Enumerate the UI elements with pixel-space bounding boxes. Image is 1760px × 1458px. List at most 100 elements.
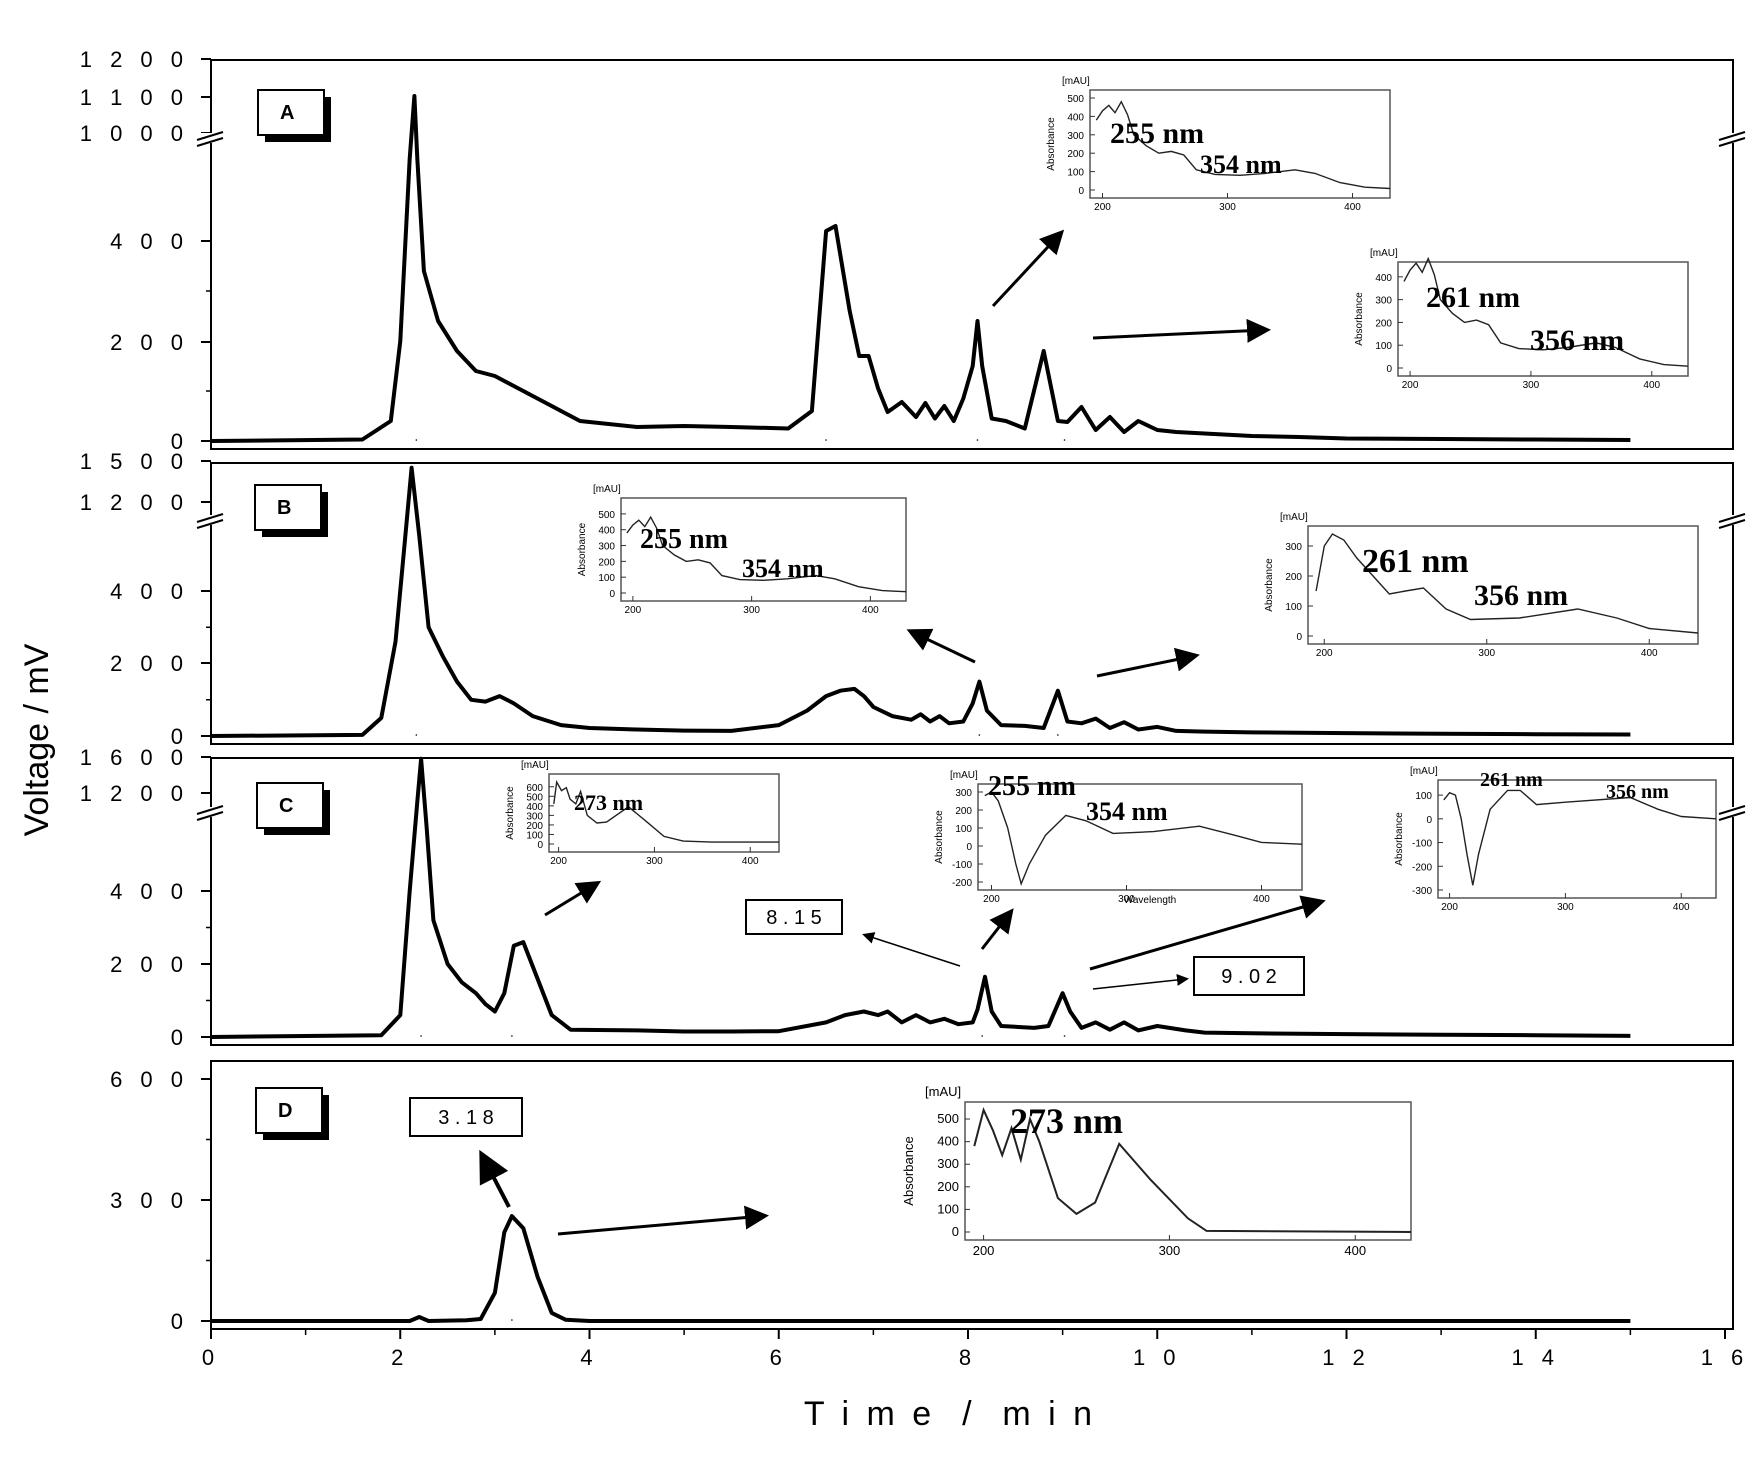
axis-break-mark	[196, 519, 224, 529]
x-axis-title: T i m e / m i n	[804, 1395, 1096, 1433]
inset-ytick-label: 100	[1375, 341, 1392, 352]
inset-ytick-label: 400	[937, 1134, 959, 1149]
y-tick-label: 4 0 0	[110, 579, 189, 604]
inset-xtick-label: 300	[1523, 380, 1540, 391]
inset-ytick-label: 100	[598, 573, 615, 584]
uv-spectrum-inset: [mAU] Absorbance 0 100 200 300 400 500 200 300 400…	[901, 1084, 1412, 1258]
inset-ytick-label: 0	[1386, 364, 1392, 375]
axis-break-gap	[1719, 133, 1747, 143]
panel-frame-D	[210, 1060, 1734, 1330]
inset-xtick-label: 400	[1673, 902, 1690, 913]
inset-xtick-label: 200	[1094, 202, 1111, 213]
panel-label-box	[255, 1087, 323, 1134]
inset-ylabel: Absorbance	[901, 1136, 916, 1205]
chromatogram-trace-D	[211, 1214, 1631, 1323]
annotation-arrow	[1092, 318, 1271, 343]
inset-ytick-label: 300	[598, 542, 615, 553]
inset-ytick-label: 500	[1067, 94, 1084, 105]
inset-ytick-label: 300	[955, 788, 972, 799]
uv-spectrum-inset: [mAU] Absorbance 0 100 200 300 200 300 400 261 nm…	[1264, 512, 1699, 659]
panel-frame-A	[210, 59, 1734, 450]
annotation-arrow	[980, 908, 1014, 950]
inset-xtick-label: 400	[1253, 894, 1270, 905]
inset-wavelength-label: 356 nm	[1530, 324, 1624, 357]
panel-label-box	[256, 782, 324, 829]
inset-wavelength-label: 354 nm	[742, 554, 824, 583]
inset-unit: [mAU]	[1062, 76, 1090, 87]
retention-time-callout: 3 . 1 8	[409, 1097, 523, 1137]
annotation-arrow	[479, 1149, 511, 1208]
axis-break-mark	[1718, 519, 1746, 529]
uv-spectrum-inset: [mAU] Absorbance 0 100 200 300 400 200 300 400 261…	[1354, 248, 1689, 391]
peak-point	[981, 1035, 983, 1037]
peak-point	[511, 1035, 513, 1037]
inset-xtick-label: 200	[1402, 380, 1419, 391]
x-axis: 0 2 4 6 8 1 0 1 2 1 4 1 6	[202, 1329, 1743, 1370]
y-tick-label: 1 1 0 0	[80, 85, 189, 110]
annotation-arrow	[1096, 647, 1200, 678]
inset-ylabel: Absorbance	[1046, 117, 1057, 171]
axis-break-gap	[197, 515, 225, 525]
inset-ytick-label: 0	[966, 842, 972, 853]
inset-ytick-label: 300	[1067, 131, 1084, 142]
inset-wavelength-label: 273 nm	[574, 790, 643, 815]
x-tick-label: 1 2	[1322, 1345, 1371, 1370]
inset-ytick-label: 100	[937, 1201, 959, 1216]
panel-labels: A B C D	[254, 89, 331, 1140]
inset-ytick-label: 400	[1067, 112, 1084, 123]
annotation-arrows	[479, 229, 1326, 1236]
inset-xtick-label: 300	[1159, 1243, 1181, 1258]
inset-ytick-label: -100	[952, 860, 972, 871]
inset-xlabel: Wavelength	[1124, 895, 1176, 906]
inset-xtick-label: 300	[743, 605, 760, 616]
inset-spectrum-line	[984, 791, 1303, 886]
y-tick-label: 2 0 0	[110, 952, 189, 977]
inset-ytick-label: 200	[526, 821, 543, 832]
axis-break-mark	[196, 131, 224, 141]
y-tick-label: 0	[171, 1025, 189, 1050]
peak-point	[511, 1319, 513, 1321]
x-tick-label: 6	[770, 1345, 788, 1370]
inset-ytick-label: 0	[537, 840, 543, 851]
panel-label: C	[279, 795, 293, 817]
chromatogram-trace-C	[210, 756, 1631, 1039]
inset-frame	[1397, 261, 1689, 377]
peak-point	[415, 439, 418, 441]
inset-ytick-label: -100	[1412, 839, 1432, 850]
inset-wavelength-label: 261 nm	[1426, 281, 1520, 314]
axis-break-gap	[197, 807, 225, 817]
inset-ytick-label: 100	[1285, 602, 1302, 613]
inset-wavelength-label: 255 nm	[1110, 117, 1204, 150]
uv-spectrum-inset: [mAU] Absorbance 0 100 200 300 400 500 200 300 400…	[577, 484, 907, 616]
annotation-arrow	[1092, 973, 1189, 990]
peak-point	[1063, 439, 1066, 441]
y-tick-label: 1 2 0 0	[80, 490, 189, 515]
peak-point	[415, 734, 418, 736]
y-tick-label: 3 0 0	[110, 1188, 189, 1213]
inset-ytick-label: -200	[952, 878, 972, 889]
inset-ytick-label: 0	[952, 1224, 959, 1239]
callout-box	[409, 1097, 523, 1137]
panel-label-box	[254, 484, 322, 531]
inset-ytick-label: 300	[937, 1156, 959, 1171]
annotation-arrow	[862, 932, 961, 967]
inset-unit: [mAU]	[950, 770, 978, 781]
panel-frame-B	[210, 462, 1734, 745]
inset-xtick-label: 200	[973, 1243, 995, 1258]
inset-ytick-label: 0	[1078, 186, 1084, 197]
callout-box	[745, 899, 843, 935]
retention-time-callout: 9 . 0 2	[1193, 956, 1305, 996]
inset-frame	[1437, 779, 1717, 899]
inset-spectrum-line	[1095, 100, 1391, 190]
peak-point	[1057, 734, 1059, 736]
inset-spectrum-line	[1315, 533, 1699, 634]
inset-xtick-label: 400	[1344, 202, 1361, 213]
inset-ytick-label: 200	[1285, 572, 1302, 583]
inset-xtick-label: 200	[983, 894, 1000, 905]
inset-xtick-label: 400	[862, 605, 879, 616]
y-tick-label: 1 6 0 0	[80, 745, 189, 770]
annotation-arrow	[544, 880, 602, 917]
inset-ylabel: Absorbance	[505, 786, 516, 840]
inset-wavelength-label: 354 nm	[1086, 797, 1168, 826]
